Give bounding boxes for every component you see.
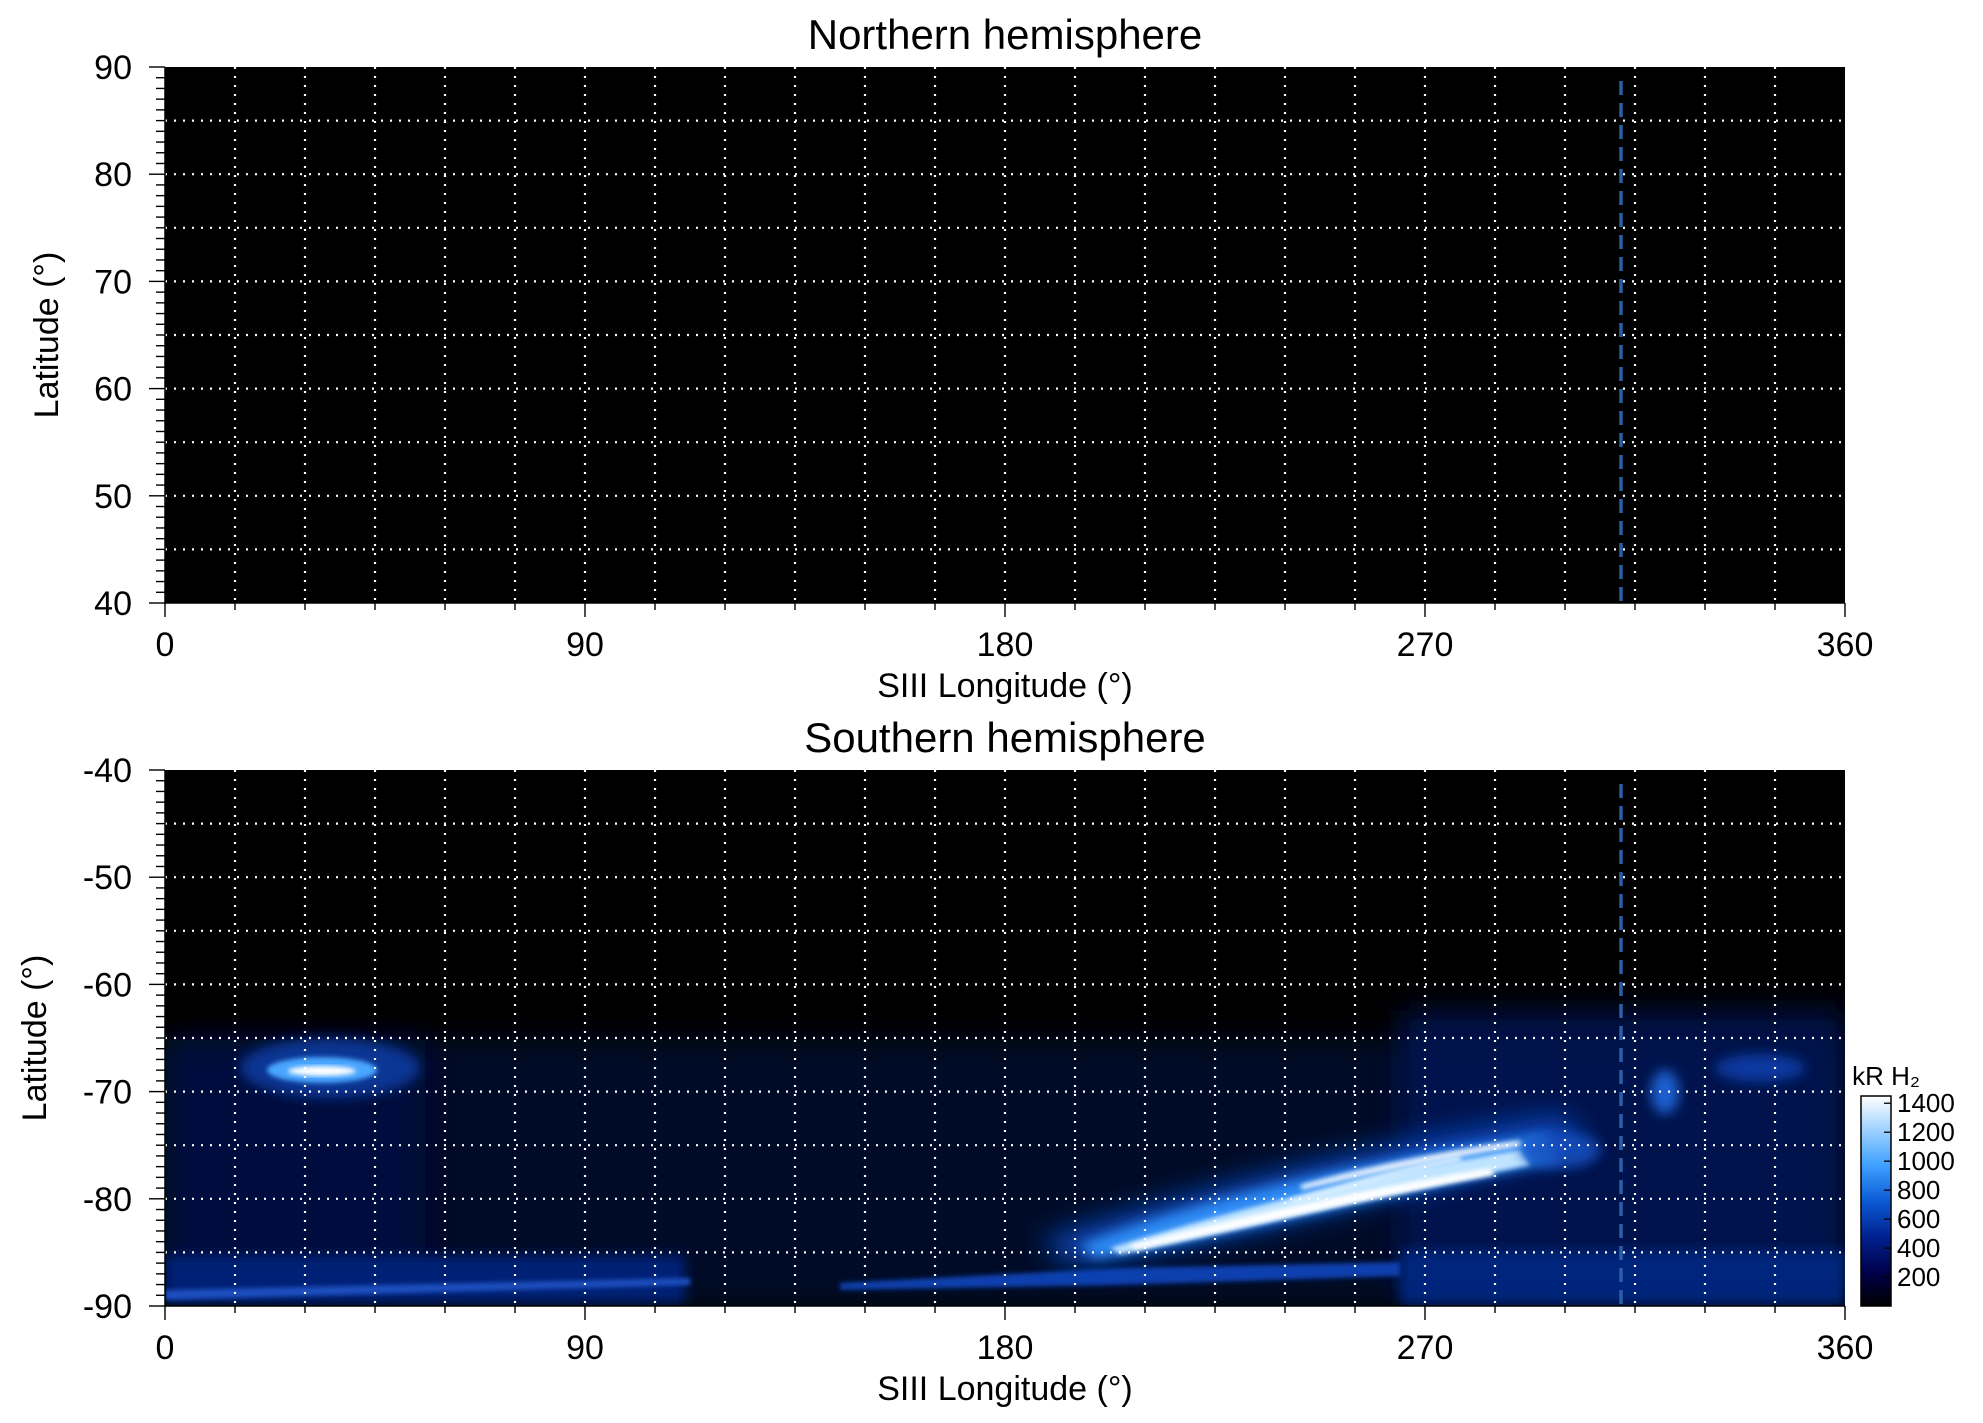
faint-patch-east-1	[1651, 1070, 1679, 1114]
northern-y-axis-title: Latitude (°)	[28, 252, 66, 419]
colorbar-tick-label: 1200	[1897, 1117, 1955, 1147]
northern-x-axis-title: SIII Longitude (°)	[877, 667, 1133, 705]
x-tick-label: 180	[977, 1329, 1034, 1367]
colorbar-tick-label: 1000	[1897, 1146, 1955, 1176]
x-tick-label: 180	[977, 626, 1034, 664]
auroral-arc-upper-filament	[1300, 1140, 1522, 1190]
auroral-arc-core	[1130, 1168, 1495, 1250]
polar-streak-left	[165, 1278, 690, 1300]
southern-panel: Southern hemisphere	[16, 714, 1873, 1408]
colorbar-title: kR H₂	[1852, 1061, 1920, 1091]
x-tick-label: 360	[1817, 626, 1874, 664]
y-tick-label: -60	[83, 966, 132, 1004]
x-tick-label: 0	[156, 1329, 175, 1367]
faint-patch-east-3	[1520, 1132, 1600, 1168]
y-tick-label: -90	[83, 1288, 132, 1326]
northern-axes: 40 50 60 70 80 90 0 90 180 270 360	[94, 49, 1873, 664]
y-tick-label: 70	[94, 263, 132, 301]
colorbar-tick-label: 600	[1897, 1204, 1940, 1234]
northern-panel: Northern hemisphere 40 50 60 70 80 90 0 90 180 27…	[28, 11, 1873, 705]
southern-x-axis-title: SIII Longitude (°)	[877, 1370, 1133, 1408]
y-tick-label: -50	[83, 859, 132, 897]
y-tick-label: -70	[83, 1074, 132, 1112]
polar-streak-middle	[840, 1262, 1400, 1290]
y-tick-label: 60	[94, 371, 132, 409]
y-tick-label: 40	[94, 585, 132, 623]
colorbar-tick-label: 800	[1897, 1175, 1940, 1205]
colorbar-tick-label: 400	[1897, 1233, 1940, 1263]
y-tick-label: -40	[83, 752, 132, 790]
auroral-arc-secondary-filament	[1290, 1155, 1462, 1206]
southern-grid	[165, 770, 1845, 1306]
x-tick-label: 0	[156, 626, 175, 664]
colorbar-tick-label: 1400	[1897, 1088, 1955, 1118]
southern-panel-title: Southern hemisphere	[804, 714, 1206, 761]
x-tick-label: 360	[1817, 1329, 1874, 1367]
y-tick-label: -80	[83, 1181, 132, 1219]
x-tick-label: 90	[566, 1329, 604, 1367]
faint-patch-east-2	[1715, 1054, 1805, 1082]
y-tick-label: 90	[94, 49, 132, 87]
colorbar-gradient	[1860, 1095, 1892, 1307]
y-tick-label: 80	[94, 156, 132, 194]
y-tick-label: 50	[94, 478, 132, 516]
southern-y-axis-title: Latitude (°)	[16, 955, 54, 1122]
x-tick-label: 270	[1397, 626, 1454, 664]
isolated-spot-core	[288, 1066, 356, 1076]
northern-grid	[165, 67, 1845, 603]
northern-panel-title: Northern hemisphere	[808, 11, 1203, 58]
x-tick-label: 90	[566, 626, 604, 664]
x-tick-label: 270	[1397, 1329, 1454, 1367]
colorbar-tick-label: 200	[1897, 1262, 1940, 1292]
southern-axes: -40 -50 -60 -70 -80 -90 0 90 180 270 360	[83, 752, 1874, 1367]
